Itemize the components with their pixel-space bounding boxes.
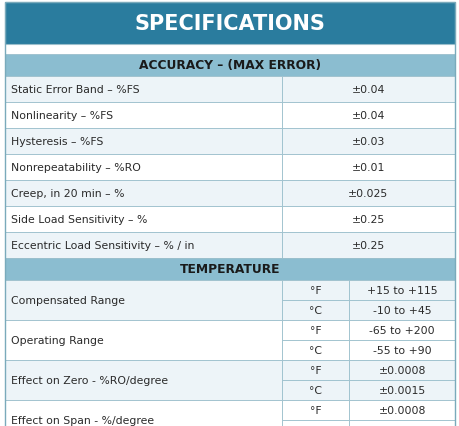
Bar [5,155,281,181]
Text: ±0.03: ±0.03 [351,137,384,147]
Text: Static Error Band – %FS: Static Error Band – %FS [11,85,140,95]
Text: °C: °C [308,385,321,395]
Bar [348,360,454,380]
Text: Effect on Span - %/degree: Effect on Span - %/degree [11,415,154,425]
Text: -10 to +45: -10 to +45 [372,305,431,315]
Text: Hysteresis – %FS: Hysteresis – %FS [11,137,103,147]
Text: °C: °C [308,345,321,355]
Text: TEMPERATURE: TEMPERATURE [179,263,280,276]
Text: ±0.0015: ±0.0015 [378,385,425,395]
Text: ±0.25: ±0.25 [351,240,384,250]
Bar [5,207,281,233]
Bar [281,360,348,380]
Text: ±0.04: ±0.04 [351,111,384,121]
Bar [348,300,454,320]
Bar [5,233,281,259]
Text: °F: °F [309,405,321,415]
Bar [348,400,454,420]
Bar [348,420,454,426]
Bar [281,420,348,426]
Bar [348,340,454,360]
Text: -65 to +200: -65 to +200 [369,325,434,335]
Text: ±0.04: ±0.04 [351,85,384,95]
Text: ±0.0008: ±0.0008 [378,365,425,375]
Bar [281,320,348,340]
Bar [281,181,454,207]
Bar [5,55,454,77]
Bar [5,320,281,360]
Text: Creep, in 20 min – %: Creep, in 20 min – % [11,189,124,199]
Bar [281,155,454,181]
Text: +15 to +115: +15 to +115 [366,285,437,295]
Text: Side Load Sensitivity – %: Side Load Sensitivity – % [11,215,147,225]
Bar [281,340,348,360]
Text: Nonlinearity – %FS: Nonlinearity – %FS [11,111,113,121]
Bar [281,380,348,400]
Text: ±0.0015: ±0.0015 [378,425,425,426]
Bar [281,103,454,129]
Bar [5,129,281,155]
Bar [5,400,281,426]
Text: ±0.01: ±0.01 [351,163,384,173]
Bar [348,280,454,300]
Bar [5,259,454,280]
Bar [281,233,454,259]
Bar [5,3,454,45]
Text: -55 to +90: -55 to +90 [372,345,431,355]
Text: °F: °F [309,365,321,375]
Bar [281,300,348,320]
Bar [5,280,281,320]
Text: ±0.0008: ±0.0008 [378,405,425,415]
Text: ACCURACY – (MAX ERROR): ACCURACY – (MAX ERROR) [139,59,320,72]
Bar [348,320,454,340]
Text: Nonrepeatability – %RO: Nonrepeatability – %RO [11,163,140,173]
Bar [5,77,281,103]
Text: ±0.025: ±0.025 [347,189,388,199]
Text: ±0.25: ±0.25 [351,215,384,225]
Text: °F: °F [309,285,321,295]
Text: Eccentric Load Sensitivity – % / in: Eccentric Load Sensitivity – % / in [11,240,194,250]
Text: Operating Range: Operating Range [11,335,104,345]
Text: SPECIFICATIONS: SPECIFICATIONS [134,14,325,34]
Text: °C: °C [308,425,321,426]
Text: Effect on Zero - %RO/degree: Effect on Zero - %RO/degree [11,375,168,385]
Bar [348,380,454,400]
Bar [281,129,454,155]
Text: °F: °F [309,325,321,335]
Bar [281,400,348,420]
Bar [281,77,454,103]
Text: Compensated Range: Compensated Range [11,295,125,305]
Bar [281,280,348,300]
Bar [5,103,281,129]
Text: °C: °C [308,305,321,315]
Bar [5,360,281,400]
Bar [281,207,454,233]
Bar [5,181,281,207]
